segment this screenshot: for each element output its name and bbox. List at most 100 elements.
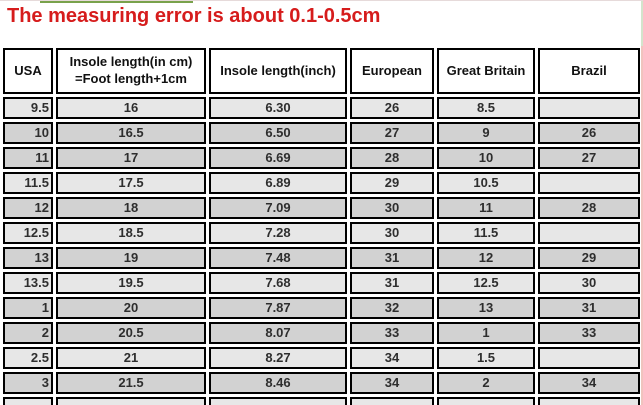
cell-brazil: 31	[538, 297, 640, 319]
cell-brazil: 27	[538, 147, 640, 169]
table-row: 2 20.5 8.07 33 1 33	[3, 322, 640, 344]
column-header-brazil: Brazil	[538, 48, 640, 94]
cell-european: 26	[350, 97, 434, 119]
cell-insole-cm	[56, 397, 206, 405]
cell-great-britain: 10.5	[437, 172, 535, 194]
cell-great-britain	[437, 397, 535, 405]
table-row: 11 17 6.69 28 10 27	[3, 147, 640, 169]
column-header-european: European	[350, 48, 434, 94]
right-edge-pink-strip	[641, 46, 643, 405]
cell-usa	[3, 397, 53, 405]
cell-great-britain: 9	[437, 122, 535, 144]
cell-brazil	[538, 397, 640, 405]
cell-brazil	[538, 97, 640, 119]
cell-insole-cm: 21	[56, 347, 206, 369]
column-header-usa: USA	[3, 48, 53, 94]
table-row: 3 21.5 8.46 34 2 34	[3, 372, 640, 394]
cell-usa: 1	[3, 297, 53, 319]
cell-european: 29	[350, 172, 434, 194]
cell-insole-inch: 7.28	[209, 222, 347, 244]
cell-usa: 11	[3, 147, 53, 169]
cell-insole-cm: 17	[56, 147, 206, 169]
table-row: 10 16.5 6.50 27 9 26	[3, 122, 640, 144]
cell-great-britain: 11	[437, 197, 535, 219]
table-row: 12 18 7.09 30 11 28	[3, 197, 640, 219]
table-row: 11.5 17.5 6.89 29 10.5	[3, 172, 640, 194]
cell-brazil: 28	[538, 197, 640, 219]
cell-great-britain: 10	[437, 147, 535, 169]
cell-brazil: 34	[538, 372, 640, 394]
table-row: 13.5 19.5 7.68 31 12.5 30	[3, 272, 640, 294]
cell-insole-inch: 8.07	[209, 322, 347, 344]
cell-insole-inch: 7.09	[209, 197, 347, 219]
cell-brazil	[538, 222, 640, 244]
cell-insole-inch: 7.87	[209, 297, 347, 319]
cell-usa: 2	[3, 322, 53, 344]
cell-european: 30	[350, 222, 434, 244]
cell-insole-cm: 16.5	[56, 122, 206, 144]
table-row: 13 19 7.48 31 12 29	[3, 247, 640, 269]
size-conversion-table: USA Insole length(in cm) =Foot length+1cm…	[0, 45, 643, 405]
cell-european	[350, 397, 434, 405]
cell-brazil: 29	[538, 247, 640, 269]
table-row-partial	[3, 397, 640, 405]
cell-insole-inch	[209, 397, 347, 405]
cell-great-britain: 1	[437, 322, 535, 344]
column-header-great_britain: Great Britain	[437, 48, 535, 94]
table-row: 9.5 16 6.30 26 8.5	[3, 97, 640, 119]
cell-usa: 12	[3, 197, 53, 219]
cell-great-britain: 8.5	[437, 97, 535, 119]
cell-usa: 2.5	[3, 347, 53, 369]
cell-usa: 13	[3, 247, 53, 269]
cell-european: 27	[350, 122, 434, 144]
cell-brazil	[538, 172, 640, 194]
cell-great-britain: 2	[437, 372, 535, 394]
cell-usa: 12.5	[3, 222, 53, 244]
table-body: 9.5 16 6.30 26 8.5 10 16.5 6.50 27 9 26 11 17 6.69 28 1…	[3, 97, 640, 405]
cell-insole-cm: 18.5	[56, 222, 206, 244]
column-header-insole_cm: Insole length(in cm) =Foot length+1cm	[56, 48, 206, 94]
cell-usa: 9.5	[3, 97, 53, 119]
cell-brazil: 26	[538, 122, 640, 144]
cell-european: 33	[350, 322, 434, 344]
cell-insole-inch: 8.46	[209, 372, 347, 394]
cell-usa: 11.5	[3, 172, 53, 194]
cell-european: 31	[350, 272, 434, 294]
table-row: 1 20 7.87 32 13 31	[3, 297, 640, 319]
cell-insole-cm: 19.5	[56, 272, 206, 294]
cell-insole-inch: 6.30	[209, 97, 347, 119]
cell-european: 31	[350, 247, 434, 269]
page-title: The measuring error is about 0.1-0.5cm	[7, 5, 381, 27]
cell-great-britain: 12.5	[437, 272, 535, 294]
column-header-insole_inch: Insole length(inch)	[209, 48, 347, 94]
cell-insole-cm: 20.5	[56, 322, 206, 344]
cell-insole-inch: 7.68	[209, 272, 347, 294]
cell-european: 30	[350, 197, 434, 219]
cell-european: 34	[350, 347, 434, 369]
cell-european: 34	[350, 372, 434, 394]
table-row: 12.5 18.5 7.28 30 11.5	[3, 222, 640, 244]
header-row: USA Insole length(in cm) =Foot length+1cm…	[3, 48, 640, 94]
cell-insole-cm: 20	[56, 297, 206, 319]
right-edge-green-strip	[641, 1, 643, 46]
cell-insole-cm: 21.5	[56, 372, 206, 394]
table-row: 2.5 21 8.27 34 1.5	[3, 347, 640, 369]
cell-insole-inch: 6.50	[209, 122, 347, 144]
cell-brazil: 33	[538, 322, 640, 344]
cell-insole-cm: 19	[56, 247, 206, 269]
cell-usa: 10	[3, 122, 53, 144]
table-header: USA Insole length(in cm) =Foot length+1cm…	[3, 48, 640, 94]
cell-usa: 13.5	[3, 272, 53, 294]
cell-insole-inch: 7.48	[209, 247, 347, 269]
cell-european: 28	[350, 147, 434, 169]
cell-insole-cm: 18	[56, 197, 206, 219]
cell-insole-cm: 17.5	[56, 172, 206, 194]
cell-usa: 3	[3, 372, 53, 394]
cell-great-britain: 12	[437, 247, 535, 269]
cell-insole-inch: 6.69	[209, 147, 347, 169]
cell-brazil	[538, 347, 640, 369]
cell-insole-cm: 16	[56, 97, 206, 119]
cell-insole-inch: 8.27	[209, 347, 347, 369]
cell-great-britain: 13	[437, 297, 535, 319]
